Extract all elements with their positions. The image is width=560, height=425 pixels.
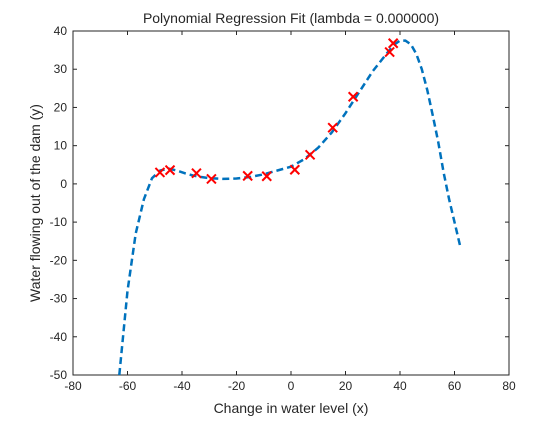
y-tick-label: 30 <box>54 62 68 76</box>
x-tick-label: -40 <box>173 379 191 393</box>
data-point <box>242 170 253 182</box>
data-point <box>154 167 166 178</box>
y-tick-label: -40 <box>50 330 68 344</box>
y-tick-label: -30 <box>50 292 68 306</box>
y-tick-label: -20 <box>50 253 68 267</box>
y-tick-label: 10 <box>54 139 68 153</box>
data-point <box>347 91 359 102</box>
y-axis-label: Water flowing out of the dam (y) <box>27 104 43 302</box>
x-tick-label: -20 <box>228 379 246 393</box>
y-axis-ticks: -50 -40 -30 -20 -10 0 10 20 30 40 <box>50 24 509 382</box>
data-point <box>206 173 217 185</box>
y-tick-label: 40 <box>54 24 68 38</box>
data-points-layer <box>154 38 399 185</box>
x-tick-label: 80 <box>502 379 516 393</box>
x-axis-ticks: -80 -60 -40 -20 0 20 40 60 80 <box>64 31 516 393</box>
y-tick-label: 0 <box>60 177 67 191</box>
data-point <box>261 171 272 182</box>
y-tick-label: 20 <box>54 100 68 114</box>
x-tick-label: 0 <box>288 379 295 393</box>
data-point <box>164 164 176 176</box>
x-tick-label: -60 <box>119 379 137 393</box>
x-axis-label: Change in water level (x) <box>214 400 369 416</box>
y-tick-label: -10 <box>50 215 68 229</box>
data-point <box>384 46 395 58</box>
chart-title: Polynomial Regression Fit (lambda = 0.00… <box>143 10 439 26</box>
x-tick-label: 20 <box>339 379 353 393</box>
data-point <box>327 122 338 133</box>
x-tick-label: 60 <box>448 379 462 393</box>
plot-area <box>72 30 510 376</box>
data-point <box>304 149 316 161</box>
data-point <box>387 38 399 49</box>
y-tick-label: -50 <box>50 368 68 382</box>
x-tick-label: -80 <box>64 379 82 393</box>
data-point <box>289 164 301 175</box>
data-point <box>191 167 202 179</box>
x-tick-label: 40 <box>393 379 407 393</box>
